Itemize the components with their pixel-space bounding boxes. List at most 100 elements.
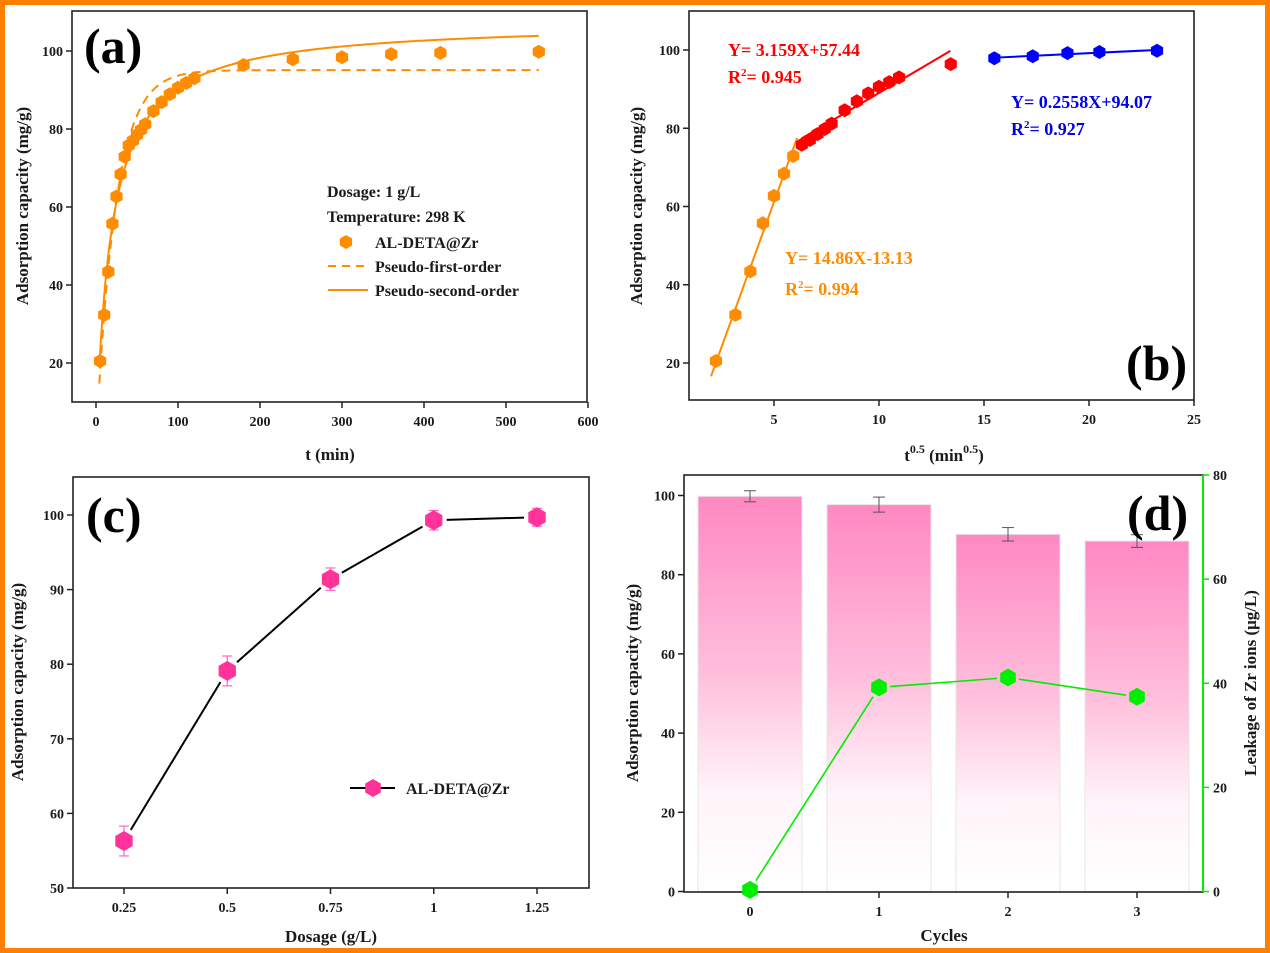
y-tick-label: 100 (659, 44, 680, 59)
data-point (850, 94, 863, 109)
data-point (1093, 45, 1106, 59)
annotation-dosage: Dosage: 1 g/L (327, 184, 420, 201)
data-point (155, 95, 168, 110)
legend-entry: AL-DETA@Zr (406, 781, 509, 798)
y-tick-label: 20 (661, 806, 675, 821)
x-tick-label: 25 (1187, 413, 1201, 428)
legend-entry-pfo: Pseudo-first-order (375, 259, 501, 276)
connector-line (341, 525, 423, 574)
data-point (286, 52, 299, 67)
data-point (729, 307, 742, 322)
x-tick-label: 100 (168, 415, 189, 430)
data-point (756, 216, 769, 231)
connector-line (129, 681, 222, 831)
panel-d-label: (d) (1127, 485, 1188, 541)
data-point (321, 569, 340, 590)
bar (697, 495, 803, 892)
panel-c-series (115, 507, 546, 857)
panel-b-axes: 20 40 60 80 100 5 10 15 20 25 (659, 44, 1201, 428)
x-tick-label: 0 (747, 905, 754, 920)
panel-a-label: (a) (84, 18, 142, 74)
data-point (106, 216, 119, 231)
data-point (893, 70, 906, 85)
r2-stage-1: R2= 0.994 (785, 279, 859, 299)
panel-d-ylabel: Adsorption capacity (mg/g) (623, 584, 642, 782)
x-tick-label: 500 (496, 415, 517, 430)
panel-b-xlabel: t0.5 (min0.5) (904, 442, 984, 465)
data-point (778, 166, 791, 181)
data-point (838, 103, 851, 118)
y-tick-label: 20 (666, 357, 680, 372)
x-tick-label: 0.75 (318, 901, 343, 916)
y-tick-label: 70 (50, 733, 64, 748)
x-tick-label: 1 (430, 901, 437, 916)
data-point (98, 308, 111, 322)
data-point (532, 44, 545, 59)
bar (955, 533, 1061, 892)
data-point (94, 354, 107, 369)
x-tick-label: 0 (93, 415, 100, 430)
r2-stage-2: R2= 0.945 (728, 67, 802, 87)
y-tick-label: 40 (666, 279, 680, 294)
y-tick-label: 50 (50, 882, 64, 897)
panel-c-xlabel: Dosage (g/L) (285, 927, 377, 946)
panel-b-points (709, 43, 1164, 368)
data-point (883, 75, 896, 90)
x-tick-label: 3 (1134, 905, 1141, 920)
panel-d-bars (697, 490, 1190, 892)
pseudo-first-order-curve (98, 69, 539, 384)
r2-stage-3: R2= 0.927 (1011, 119, 1085, 139)
panel-c-legend: AL-DETA@Zr (350, 779, 509, 798)
y-tick-label: 80 (49, 123, 63, 138)
y-tick-label: 60 (666, 201, 680, 216)
data-point (425, 510, 443, 531)
data-point (1026, 49, 1039, 64)
panel-c-axes: 50 60 70 80 90 100 0.25 0.5 0.75 1 1.25 (43, 509, 549, 916)
x-tick-label: 600 (578, 415, 599, 430)
y-tick-label: 80 (50, 658, 64, 673)
leakage-point (742, 880, 758, 899)
data-point (385, 47, 398, 62)
bar (826, 504, 932, 892)
data-point (237, 58, 250, 72)
data-point (110, 189, 123, 204)
panel-a-fit-curves (98, 34, 539, 384)
leakage-point (871, 678, 887, 697)
equation-stage-1: Y= 14.86X-13.13 (785, 248, 913, 268)
x-tick-label: 1.25 (525, 901, 550, 916)
data-point (335, 50, 349, 65)
legend-marker-hexagon (339, 235, 353, 249)
x-tick-label: 15 (977, 413, 991, 428)
y-tick-label: 40 (1213, 677, 1227, 692)
y-tick-label: 100 (654, 490, 675, 505)
leakage-point (1129, 687, 1145, 706)
pseudo-second-order-curve (98, 34, 539, 368)
x-tick-label: 0.25 (112, 901, 137, 916)
data-point (114, 167, 127, 182)
y-tick-label: 0 (1213, 886, 1220, 901)
leakage-line-segment (889, 677, 998, 688)
panel-a-xlabel: t (min) (305, 445, 355, 464)
panel-a-legend: Dosage: 1 g/L Temperature: 298 K AL-DETA… (327, 184, 519, 300)
panel-c-label: (c) (86, 487, 142, 543)
y-tick-label: 80 (666, 122, 680, 137)
y-tick-label: 80 (1213, 469, 1227, 484)
x-tick-label: 10 (872, 413, 886, 428)
y-tick-label: 100 (42, 45, 63, 60)
leakage-point (1000, 668, 1016, 687)
x-tick-label: 200 (250, 415, 271, 430)
data-point (188, 71, 201, 86)
equation-stage-3: Y= 0.2558X+94.07 (1011, 92, 1152, 112)
panel-b-label: (b) (1126, 335, 1187, 391)
panel-d-leakage-line (742, 668, 1145, 899)
x-tick-label: 2 (1005, 905, 1012, 920)
panel-c-ylabel: Adsorption capacity (mg/g) (8, 583, 27, 781)
x-tick-label: 400 (414, 415, 435, 430)
y-tick-label: 60 (49, 201, 63, 216)
x-tick-label: 300 (332, 415, 353, 430)
data-point (944, 57, 957, 72)
data-point (147, 104, 160, 119)
data-point (139, 117, 152, 132)
bar (1084, 540, 1190, 892)
legend-entry-pso: Pseudo-second-order (375, 283, 519, 300)
